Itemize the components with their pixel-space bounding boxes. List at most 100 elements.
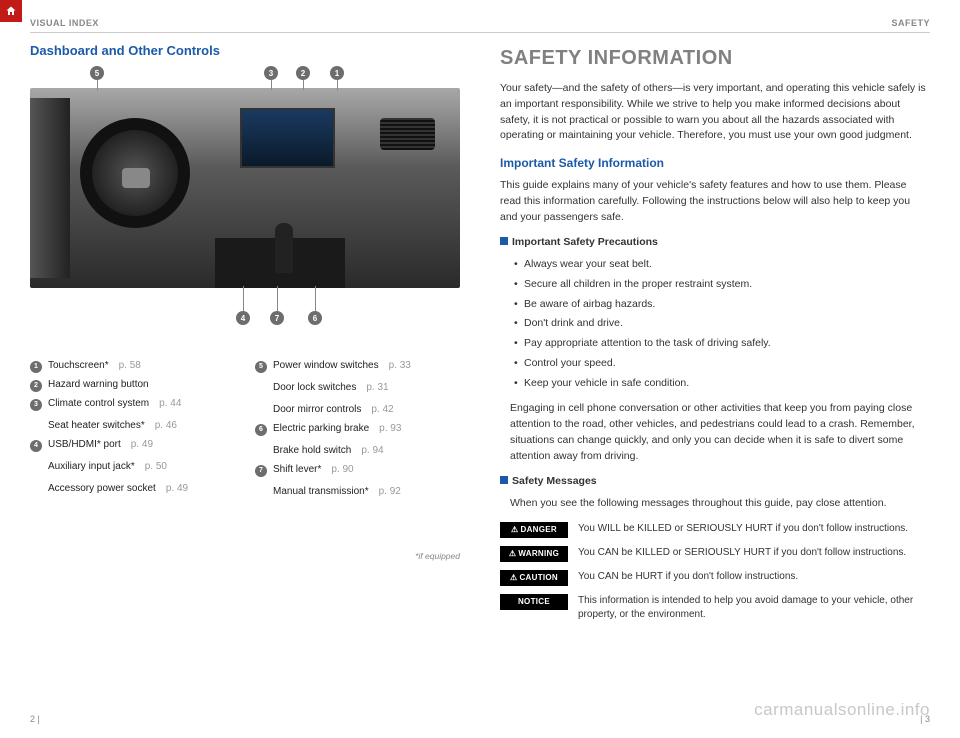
message-row: ⚠WARNING You CAN be KILLED or SERIOUSLY H… <box>500 546 930 562</box>
legend-num <box>255 482 267 494</box>
legend-page: p. 50 <box>145 457 167 476</box>
page-spread: VISUAL INDEX SAFETY Dashboard and Other … <box>0 0 960 738</box>
legend-num: 3 <box>30 399 42 411</box>
legend-text: Manual transmission* <box>273 482 369 501</box>
legend-page: p. 94 <box>361 441 383 460</box>
legend-page: p. 33 <box>389 356 411 375</box>
message-row: ⚠CAUTION You CAN be HURT if you don't fol… <box>500 570 930 586</box>
running-headers: VISUAL INDEX SAFETY <box>30 18 930 33</box>
footnote: *if equipped <box>30 551 460 561</box>
callout-3: 3 <box>264 66 278 80</box>
legend-page: p. 58 <box>119 356 141 375</box>
important-info-heading: Important Safety Information <box>500 154 930 172</box>
legend-left-col: 1 Touchscreen* p. 58 2 Hazard warning button… <box>30 356 235 501</box>
legend-page: p. 49 <box>166 479 188 498</box>
legend-row: Door mirror controls p. 42 <box>255 397 460 419</box>
legend-row: 7Shift lever*p. 90 <box>255 460 460 479</box>
legend-page: p. 31 <box>366 378 388 397</box>
legend-text: Electric parking brake <box>273 419 369 438</box>
legend-row: Auxiliary input jack* p. 50 <box>30 454 235 476</box>
legend-row: Accessory power socket p. 49 <box>30 476 235 498</box>
legend-text: Door mirror controls <box>273 400 361 419</box>
precautions-list: Always wear your seat belt. Secure all ch… <box>500 257 930 391</box>
precaution-item: Secure all children in the proper restra… <box>514 277 930 293</box>
legend-text: USB/HDMI* port <box>48 435 121 454</box>
legend-num <box>30 416 42 428</box>
legend-page: p. 93 <box>379 419 401 438</box>
legend-row: Door lock switchesp. 31 <box>255 375 460 397</box>
engaging-para: Engaging in cell phone conversation or o… <box>500 401 930 464</box>
header-left: VISUAL INDEX <box>30 18 99 28</box>
legend-text: Touchscreen* <box>48 356 109 375</box>
legend-row: 1 Touchscreen* p. 58 <box>30 356 235 375</box>
callout-7: 7 <box>270 311 284 325</box>
callout-6: 6 <box>308 311 322 325</box>
left-column: Dashboard and Other Controls 5 3 2 1 4 7 6 1 To… <box>30 43 460 630</box>
legend-num <box>255 441 267 453</box>
legend-num <box>30 457 42 469</box>
precaution-item: Keep your vehicle in safe condition. <box>514 376 930 392</box>
legend-text: Climate control system <box>48 394 149 413</box>
legend-num <box>255 378 267 390</box>
blue-square-icon <box>500 476 508 484</box>
legend-text: Accessory power socket <box>48 479 156 498</box>
header-right: SAFETY <box>891 18 930 28</box>
legend-num: 5 <box>255 361 267 373</box>
legend-text: Auxiliary input jack* <box>48 457 135 476</box>
legend-page: p. 92 <box>379 482 401 501</box>
message-row: ⚠DANGER You WILL be KILLED or SERIOUSLY H… <box>500 522 930 538</box>
legend-page: p. 42 <box>371 400 393 419</box>
message-text: You WILL be KILLED or SERIOUSLY HURT if … <box>578 522 930 536</box>
legend-row: 3Climate control systemp. 44 <box>30 394 235 413</box>
precaution-item: Be aware of airbag hazards. <box>514 297 930 313</box>
legend-num: 6 <box>255 424 267 436</box>
watermark: carmanualsonline.info <box>754 700 930 720</box>
legend-row: Brake hold switch p. 94 <box>255 438 460 460</box>
legend-text: Seat heater switches* <box>48 416 145 435</box>
safety-heading: SAFETY INFORMATION <box>500 43 930 73</box>
message-text: This information is intended to help you… <box>578 594 930 622</box>
messages-subhead: Safety Messages <box>500 474 930 490</box>
precaution-item: Don't drink and drive. <box>514 316 930 332</box>
message-label-notice: NOTICE <box>500 594 568 610</box>
page-num-left: 2 | <box>30 714 40 724</box>
callout-5: 5 <box>90 66 104 80</box>
intro-para: Your safety—and the safety of others—is … <box>500 81 930 144</box>
message-label-warning: ⚠WARNING <box>500 546 568 562</box>
legend-num <box>255 400 267 412</box>
home-icon[interactable] <box>0 0 22 22</box>
legend-row: 5Power window switchesp. 33 <box>255 356 460 375</box>
message-label-danger: ⚠DANGER <box>500 522 568 538</box>
legend-row: Manual transmission* p. 92 <box>255 479 460 501</box>
legend-num: 1 <box>30 361 42 373</box>
legend-row: 6 Electric parking brake p. 93 <box>255 419 460 438</box>
precaution-item: Always wear your seat belt. <box>514 257 930 273</box>
message-text: You CAN be KILLED or SERIOUSLY HURT if y… <box>578 546 930 560</box>
legend-page: p. 49 <box>131 435 153 454</box>
message-text: You CAN be HURT if you don't follow inst… <box>578 570 930 584</box>
legend-num <box>30 479 42 491</box>
legend-text: Hazard warning button <box>48 375 149 394</box>
precaution-item: Control your speed. <box>514 356 930 372</box>
dashboard-figure: 5321476 <box>30 66 460 346</box>
message-row: NOTICE This information is intended to he… <box>500 594 930 622</box>
dashboard-image <box>30 88 460 288</box>
safety-messages-table: ⚠DANGER You WILL be KILLED or SERIOUSLY H… <box>500 522 930 622</box>
callout-4: 4 <box>236 311 250 325</box>
precautions-subhead: Important Safety Precautions <box>500 235 930 251</box>
legend-text: Brake hold switch <box>273 441 351 460</box>
legend-num: 4 <box>30 440 42 452</box>
legend-row: Seat heater switches*p. 46 <box>30 413 235 435</box>
legend-num: 7 <box>255 465 267 477</box>
precaution-item: Pay appropriate attention to the task of… <box>514 336 930 352</box>
left-title: Dashboard and Other Controls <box>30 43 460 58</box>
legend-row: 2 Hazard warning button <box>30 375 235 394</box>
message-label-caution: ⚠CAUTION <box>500 570 568 586</box>
right-column: SAFETY INFORMATION Your safety—and the s… <box>500 43 930 630</box>
legend-num: 2 <box>30 380 42 392</box>
blue-square-icon <box>500 237 508 245</box>
legend-row: 4 USB/HDMI* port p. 49 <box>30 435 235 454</box>
explain-para: This guide explains many of your vehicle… <box>500 178 930 225</box>
messages-intro: When you see the following messages thro… <box>500 496 930 512</box>
legend-right-col: 5Power window switchesp. 33Door lock swi… <box>255 356 460 501</box>
